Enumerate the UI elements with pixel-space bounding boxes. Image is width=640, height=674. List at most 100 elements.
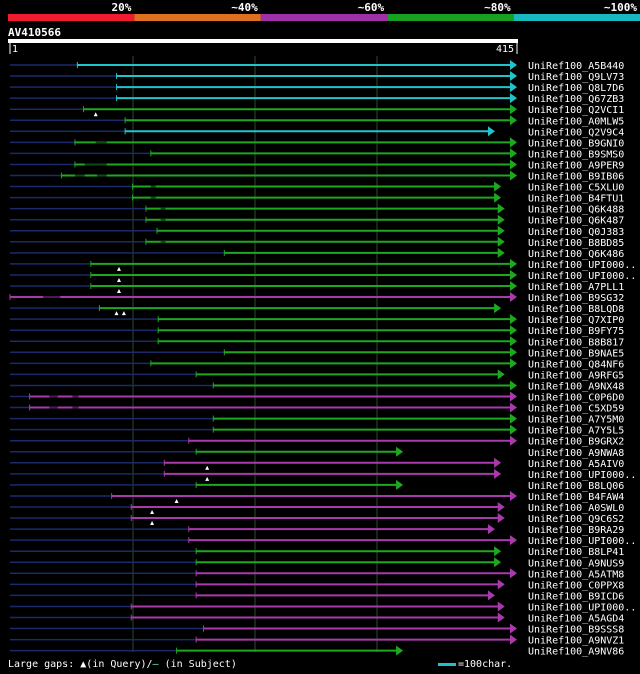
track-row[interactable]: UniRef100_C5XD59 <box>10 402 624 415</box>
track-label[interactable]: UniRef100_A9NVZ1 <box>528 636 624 647</box>
track-row[interactable]: UniRef100_C0P6D0 <box>10 391 624 404</box>
track-row[interactable]: UniRef100_Q6K486 <box>10 247 624 260</box>
track-label[interactable]: UniRef100_B8B817 <box>528 337 624 348</box>
track-row[interactable]: UniRef100_UPI000.. <box>10 601 636 613</box>
track-row[interactable]: UniRef100_B9SSS8 <box>10 623 624 636</box>
track-label[interactable]: UniRef100_A9RFG5 <box>528 370 624 381</box>
track-label[interactable]: UniRef100_Q9LV73 <box>528 72 624 83</box>
track-label[interactable]: UniRef100_B9SSS8 <box>528 625 624 636</box>
track-label[interactable]: UniRef100_B8LP41 <box>528 547 624 558</box>
track-row[interactable]: UniRef100_A5AGD4 <box>10 612 624 625</box>
track-row[interactable]: UniRef100_Q0J383 <box>10 225 624 238</box>
track-label[interactable]: UniRef100_Q2V9C4 <box>528 127 624 138</box>
track-label[interactable]: UniRef100_UPI000.. <box>528 536 636 547</box>
track-row[interactable]: UniRef100_UPI000.. <box>10 258 636 271</box>
track-row[interactable]: UniRef100_UPI000.. <box>10 468 636 481</box>
track-label[interactable]: UniRef100_A7Y5M0 <box>528 415 624 426</box>
track-label[interactable]: UniRef100_A5B440 <box>528 61 624 72</box>
track-row[interactable]: UniRef100_A9RFG5 <box>10 369 624 381</box>
track-row[interactable]: UniRef100_A9NUS9 <box>10 557 624 569</box>
track-label[interactable]: UniRef100_A0MLW5 <box>528 116 624 127</box>
track-row[interactable]: UniRef100_A0SWL0 <box>10 502 624 514</box>
track-row[interactable]: UniRef100_UPI000.. <box>10 535 636 547</box>
track-label[interactable]: UniRef100_B9RA29 <box>528 525 624 536</box>
track-label[interactable]: UniRef100_Q0J383 <box>528 227 624 238</box>
track-row[interactable]: UniRef100_B9ICD6 <box>10 590 624 602</box>
track-row[interactable]: UniRef100_A0MLW5 <box>10 115 624 127</box>
track-label[interactable]: UniRef100_B8BD85 <box>528 238 624 249</box>
track-label[interactable]: UniRef100_A5AIV0 <box>528 459 624 470</box>
track-row[interactable]: UniRef100_Q84NF6 <box>10 358 624 370</box>
track-label[interactable]: UniRef100_A9NUS9 <box>528 558 624 569</box>
track-label[interactable]: UniRef100_B8LQ06 <box>528 481 624 492</box>
track-row[interactable]: UniRef100_B8LQ06 <box>10 479 624 492</box>
track-row[interactable]: UniRef100_B8LP41 <box>10 546 624 558</box>
track-row[interactable]: UniRef100_A9PER9 <box>10 159 624 171</box>
track-row[interactable]: UniRef100_A5ATM8 <box>10 568 624 580</box>
track-row[interactable]: UniRef100_A9NV86 <box>10 645 624 658</box>
track-label[interactable]: UniRef100_Q9C6S2 <box>528 514 624 525</box>
track-label[interactable]: UniRef100_UPI000.. <box>528 470 636 481</box>
track-row[interactable]: UniRef100_A9NWA8 <box>10 446 624 459</box>
track-row[interactable]: UniRef100_B9NAE5 <box>10 347 624 359</box>
track-row[interactable]: UniRef100_A5AIV0 <box>10 457 624 470</box>
track-label[interactable]: UniRef100_A9PER9 <box>528 160 624 171</box>
track-label[interactable]: UniRef100_Q6K488 <box>528 205 624 216</box>
track-label[interactable]: UniRef100_A9NV86 <box>528 647 624 658</box>
track-label[interactable]: UniRef100_A0SWL0 <box>528 503 624 514</box>
track-label[interactable]: UniRef100_Q2VCI1 <box>528 105 624 116</box>
track-row[interactable]: UniRef100_C5XLU0 <box>10 181 624 194</box>
track-row[interactable]: UniRef100_B9RA29 <box>10 524 624 536</box>
track-row[interactable]: UniRef100_A9NVZ1 <box>10 634 624 647</box>
track-label[interactable]: UniRef100_C5XD59 <box>528 404 624 415</box>
track-label[interactable]: UniRef100_B9SG32 <box>528 293 624 304</box>
track-row[interactable]: UniRef100_Q9LV73 <box>10 71 624 83</box>
track-row[interactable]: UniRef100_Q2VCI1 <box>10 104 624 117</box>
track-row[interactable]: UniRef100_A7Y5L5 <box>10 424 624 437</box>
track-label[interactable]: UniRef100_A5AGD4 <box>528 614 624 625</box>
track-row[interactable]: UniRef100_B8BD85 <box>10 236 624 249</box>
track-row[interactable]: UniRef100_Q2V9C4 <box>10 126 624 138</box>
track-label[interactable]: UniRef100_B9ICD6 <box>528 591 624 602</box>
track-label[interactable]: UniRef100_B4FTU1 <box>528 194 624 205</box>
track-label[interactable]: UniRef100_B9GNI0 <box>528 138 624 149</box>
track-label[interactable]: UniRef100_B9NAE5 <box>528 348 624 359</box>
track-label[interactable]: UniRef100_B4FAW4 <box>528 492 624 503</box>
track-label[interactable]: UniRef100_B9FY75 <box>528 326 624 337</box>
track-label[interactable]: UniRef100_Q67ZB3 <box>528 94 624 105</box>
track-label[interactable]: UniRef100_UPI000.. <box>528 271 636 282</box>
track-row[interactable]: UniRef100_UPI000.. <box>10 269 636 282</box>
track-label[interactable]: UniRef100_A5ATM8 <box>528 569 624 580</box>
track-label[interactable]: UniRef100_C0P6D0 <box>528 393 624 404</box>
track-row[interactable]: UniRef100_A9NX48 <box>10 380 624 392</box>
track-row[interactable]: UniRef100_Q67ZB3 <box>10 93 624 105</box>
track-label[interactable]: UniRef100_Q84NF6 <box>528 359 624 370</box>
track-row[interactable]: UniRef100_B9GRX2 <box>10 435 624 448</box>
track-label[interactable]: UniRef100_A7PLL1 <box>528 282 624 293</box>
track-label[interactable]: UniRef100_B9GRX2 <box>528 437 624 448</box>
track-label[interactable]: UniRef100_A9NWA8 <box>528 448 624 459</box>
track-label[interactable]: UniRef100_Q6K486 <box>528 249 624 260</box>
track-row[interactable]: UniRef100_Q7XIP0 <box>10 314 624 326</box>
track-label[interactable]: UniRef100_B9IB06 <box>528 172 624 183</box>
track-row[interactable]: UniRef100_C0PPX8 <box>10 579 624 591</box>
track-row[interactable]: UniRef100_Q6K487 <box>10 214 624 227</box>
track-row[interactable]: UniRef100_B9SG32 <box>9 292 624 304</box>
track-label[interactable]: UniRef100_C5XLU0 <box>528 183 624 194</box>
track-row[interactable]: UniRef100_Q6K488 <box>10 203 624 216</box>
track-label[interactable]: UniRef100_B8LQD8 <box>528 304 624 315</box>
track-row[interactable]: UniRef100_B4FTU1 <box>10 192 624 205</box>
track-row[interactable]: UniRef100_B4FAW4 <box>10 490 624 503</box>
track-label[interactable]: UniRef100_Q6K487 <box>528 216 624 227</box>
track-label[interactable]: UniRef100_UPI000.. <box>528 260 636 271</box>
track-row[interactable]: UniRef100_B9IB06 <box>10 170 624 183</box>
track-label[interactable]: UniRef100_Q8L7D6 <box>528 83 624 94</box>
track-row[interactable]: UniRef100_A5B440 <box>10 60 624 72</box>
track-label[interactable]: UniRef100_A9NX48 <box>528 381 624 392</box>
track-row[interactable]: UniRef100_B8LQD8 <box>10 303 624 316</box>
track-row[interactable]: UniRef100_Q9C6S2 <box>10 513 624 526</box>
track-row[interactable]: UniRef100_A7Y5M0 <box>10 413 624 426</box>
track-row[interactable]: UniRef100_B9FY75 <box>10 325 624 337</box>
track-label[interactable]: UniRef100_UPI000.. <box>528 602 636 613</box>
track-label[interactable]: UniRef100_C0PPX8 <box>528 580 624 591</box>
